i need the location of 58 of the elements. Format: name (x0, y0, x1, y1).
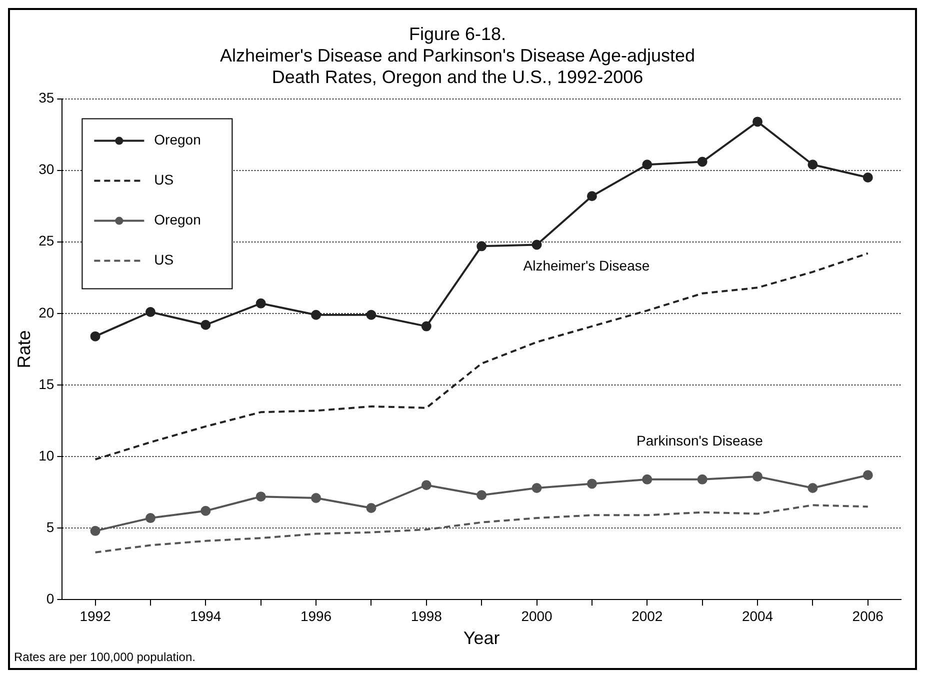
point (421, 321, 432, 332)
point (752, 472, 763, 482)
point (808, 482, 818, 493)
x-tick-label: 2004 (742, 608, 774, 624)
chart-title: Figure 6-18. Alzheimer's Disease and Parkinson's Disease Age-adjusted Death Rates, Oregon and the U.S., 1992-2006 (220, 24, 696, 87)
point (200, 506, 211, 516)
point (642, 160, 652, 170)
point (256, 492, 266, 502)
y-axis-title: Rate (14, 330, 34, 368)
legend-label: US (154, 172, 174, 188)
point (586, 191, 597, 202)
point (752, 116, 763, 127)
text: Rates are per 100,000 population. (13, 650, 196, 666)
x-tick-label: 2002 (632, 608, 663, 624)
point (311, 493, 322, 504)
point (476, 490, 487, 500)
point (145, 307, 156, 317)
point (697, 156, 708, 167)
point (421, 480, 432, 490)
x-tick-label: 1998 (410, 608, 442, 624)
legend-label: Oregon (154, 212, 201, 228)
point (862, 470, 873, 480)
y-tick-label: 35 (38, 90, 54, 106)
point (311, 310, 322, 320)
x-axis-title: Year (463, 628, 500, 648)
x-tick-label: 1996 (300, 608, 332, 624)
point (532, 240, 542, 250)
point (366, 310, 376, 320)
y-tick-label: 15 (38, 376, 54, 392)
point (145, 513, 156, 524)
point (586, 478, 597, 489)
x-tick-label: 1992 (80, 608, 112, 624)
y-tick-label: 10 (38, 447, 54, 464)
point (862, 172, 873, 182)
point (200, 320, 211, 330)
line-series (94, 252, 869, 460)
y-tick-label: 25 (38, 232, 54, 249)
y-tick-label: 20 (38, 304, 54, 320)
point (697, 474, 708, 484)
point (808, 160, 818, 170)
x-tick-label: 2000 (521, 608, 553, 624)
annotation: Parkinson's Disease (636, 432, 764, 449)
x-tick-label: 2006 (852, 608, 884, 624)
line-series (94, 504, 869, 554)
legend-label: US (154, 252, 174, 268)
legend-label: Oregon (154, 132, 201, 148)
point (366, 503, 376, 514)
point (90, 526, 100, 536)
y-tick-label: 30 (38, 161, 54, 178)
point (256, 298, 266, 308)
point (476, 241, 487, 252)
point (532, 482, 542, 493)
annotation: Alzheimer's Disease (523, 257, 650, 274)
x-tick-label: 1994 (190, 608, 222, 624)
y-tick-label: 0 (46, 590, 54, 606)
y-tick-label: 5 (46, 518, 54, 535)
point (642, 474, 652, 484)
point (90, 331, 100, 342)
